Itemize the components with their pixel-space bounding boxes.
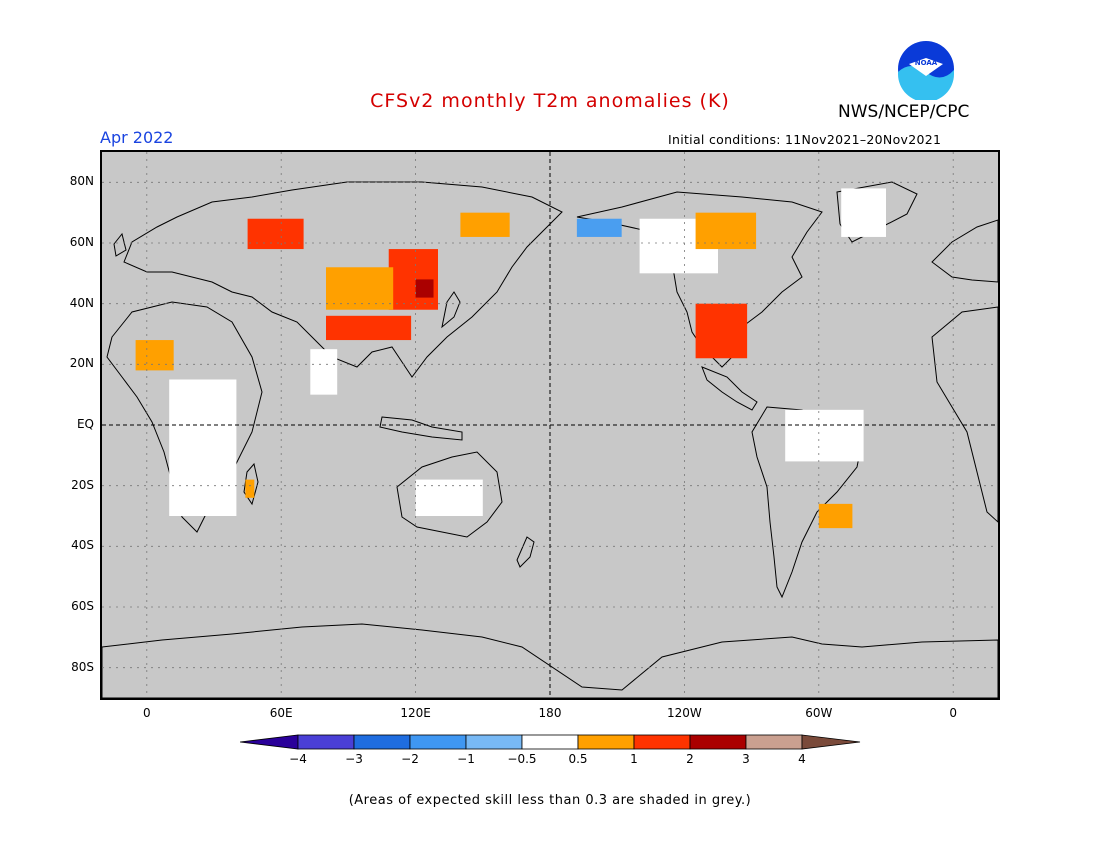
colorbar-label: 4 (798, 752, 806, 766)
skill-region-india (310, 349, 338, 395)
colorbar-label: 1 (630, 752, 638, 766)
colorbar-segment (297, 734, 355, 750)
japan-coastline (441, 291, 461, 329)
lat-label: 20S (71, 477, 94, 492)
lat-label: 60S (71, 599, 94, 613)
anomaly-region-mongolia-core (415, 279, 434, 298)
new-zealand-coastline (516, 536, 535, 568)
colorbar-segment (521, 734, 579, 750)
anomaly-region-mongolia-north-china (388, 249, 438, 310)
anomaly-region-central-asia (326, 267, 394, 310)
colorbar-segment (577, 734, 635, 750)
skill-region-amazon (785, 409, 864, 462)
anomaly-region-central-siberia (460, 212, 510, 237)
lat-label: 40S (71, 538, 94, 553)
lon-label: 120W (667, 706, 702, 720)
lon-label: 120E (400, 706, 431, 720)
grid-layer (102, 152, 998, 698)
lon-label: 60E (269, 706, 293, 720)
lat-label: 60N (69, 235, 94, 249)
lon-label: 180 (538, 706, 562, 720)
colorbar-segment (465, 734, 523, 750)
anomaly-region-canada-hudson (695, 212, 757, 250)
colorbar-segment (353, 734, 411, 750)
colorbar-label: −1 (457, 752, 475, 766)
colorbar-segment (409, 734, 467, 750)
colorbar-label: −2 (401, 752, 419, 766)
agency-label: NWS/NCEP/CPC (838, 102, 970, 122)
map-panel (100, 150, 1000, 700)
indonesia-coastline (379, 416, 463, 441)
skill-region-australia (415, 479, 483, 516)
colorbar-segment (745, 734, 803, 750)
colorbar-label: −0.5 (507, 752, 537, 766)
anomaly-region-south-america (818, 503, 853, 529)
lon-label: 60W (805, 706, 833, 720)
anomaly-region-alaska (576, 218, 622, 237)
colorbar (240, 734, 861, 750)
skill-layer (169, 188, 886, 516)
svg-text:NOAA: NOAA (915, 59, 938, 67)
lat-label: 80N (69, 174, 94, 189)
central-america-coastline (701, 366, 758, 411)
map-title: CFSv2 monthly T2m anomalies (K) (370, 90, 730, 112)
anomaly-region-scandinavia-russia (247, 218, 304, 250)
lat-label: 20N (69, 356, 94, 371)
colorbar-label: −3 (345, 752, 363, 766)
map-canvas (102, 152, 998, 698)
anomaly-region-us-southwest (695, 303, 748, 359)
noaa-logo: NOAA (895, 38, 957, 102)
uk-coastline (113, 232, 127, 257)
skill-note: (Areas of expected skill less than 0.3 a… (348, 793, 752, 808)
lon-label: 0 (142, 706, 151, 720)
lat-label: EQ (76, 417, 94, 431)
colorbar-segment (633, 734, 691, 750)
colorbar-segment (240, 734, 299, 750)
anomaly-region-tibet (326, 315, 412, 341)
lon-label: 0 (949, 706, 957, 720)
europe-east-edge-coastline (931, 219, 998, 283)
skill-region-africa (169, 379, 237, 516)
antarctica-coastline (102, 623, 998, 698)
colorbar-segment (689, 734, 747, 750)
valid-month: Apr 2022 (100, 128, 174, 147)
colorbar-segment (801, 734, 861, 750)
anomaly-region-madagascar (245, 479, 255, 498)
africa-east-edge-coastline (931, 306, 998, 523)
initial-conditions: Initial conditions: 11Nov2021–20Nov2021 (668, 132, 942, 147)
skill-region-greenland (841, 188, 886, 237)
lat-label: 80S (71, 659, 94, 674)
north-america-coastline (576, 191, 823, 368)
colorbar-label: −4 (289, 752, 307, 766)
anomaly-region-sahara (135, 340, 174, 371)
colorbar-label: 2 (686, 752, 694, 766)
colorbar-label: 0.5 (568, 752, 588, 766)
colorbar-label: 3 (742, 752, 750, 766)
lat-label: 40N (69, 295, 94, 310)
